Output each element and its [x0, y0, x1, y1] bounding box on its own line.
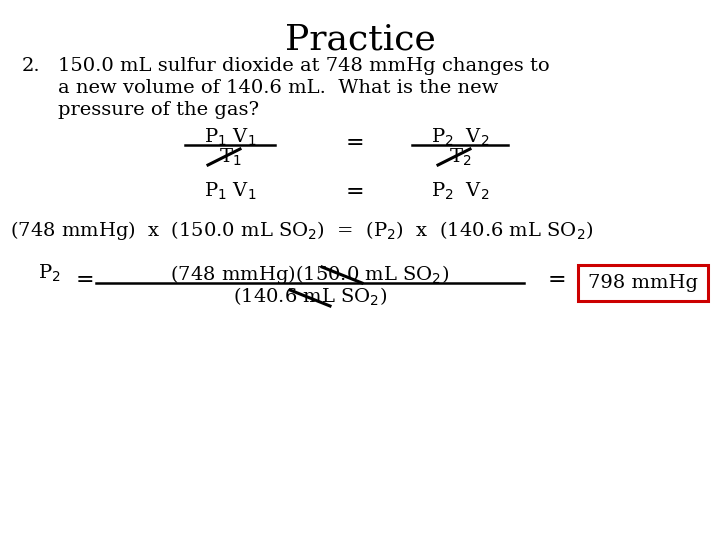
Text: (748 mmHg)  x  (150.0 mL SO$_2$)  =  (P$_2$)  x  (140.6 mL SO$_2$): (748 mmHg) x (150.0 mL SO$_2$) = (P$_2$)…	[10, 219, 593, 242]
Text: P$_2$: P$_2$	[38, 263, 60, 284]
Text: =: =	[346, 181, 364, 203]
Text: T$_1$: T$_1$	[219, 147, 241, 168]
Text: (140.6 mL SO$_2$): (140.6 mL SO$_2$)	[233, 286, 387, 308]
FancyBboxPatch shape	[578, 265, 708, 301]
Text: Practice: Practice	[284, 22, 436, 56]
Text: =: =	[346, 132, 364, 154]
Text: P$_1$ V$_1$: P$_1$ V$_1$	[204, 127, 256, 148]
Text: 150.0 mL sulfur dioxide at 748 mmHg changes to: 150.0 mL sulfur dioxide at 748 mmHg chan…	[58, 57, 549, 75]
Text: T$_2$: T$_2$	[449, 147, 471, 168]
Text: P$_2$  V$_2$: P$_2$ V$_2$	[431, 127, 489, 148]
Text: a new volume of 140.6 mL.  What is the new: a new volume of 140.6 mL. What is the ne…	[58, 79, 498, 97]
Text: 2.: 2.	[22, 57, 40, 75]
Text: (748 mmHg)(150.0 mL SO$_2$): (748 mmHg)(150.0 mL SO$_2$)	[171, 263, 449, 286]
Text: =: =	[548, 269, 567, 291]
Text: 798 mmHg: 798 mmHg	[588, 274, 698, 292]
Text: pressure of the gas?: pressure of the gas?	[58, 101, 259, 119]
Text: =: =	[76, 269, 94, 291]
Text: P$_1$ V$_1$: P$_1$ V$_1$	[204, 181, 256, 202]
Text: P$_2$  V$_2$: P$_2$ V$_2$	[431, 181, 489, 202]
